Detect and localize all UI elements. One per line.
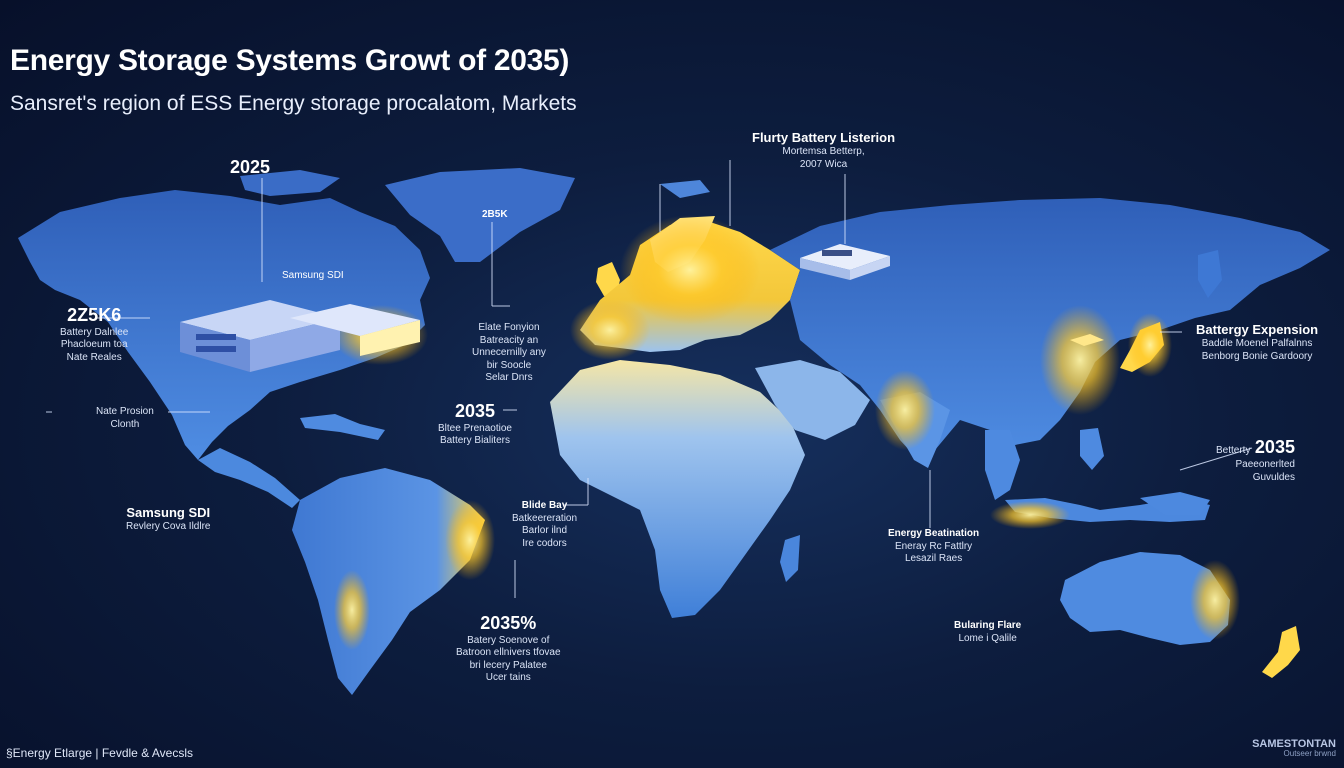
sakhalin-landmass — [1198, 250, 1222, 298]
footer-brand: SAMESTONTAN Outseer brwnd — [1252, 738, 1336, 759]
australia-callout: Bularing Flare Lome i Qalile — [954, 620, 1022, 644]
greenland-landmass — [385, 168, 575, 262]
atlantic-callout: Elate Fonyion Batreacity an Unnecernilly… — [472, 322, 546, 383]
footer-caption: §Energy Etlarge | Fevdle & Avecsls — [6, 746, 193, 760]
europe-glow — [620, 215, 760, 325]
east-asia-glow — [1040, 305, 1120, 415]
samsung-sdi-facility-icon — [180, 300, 420, 372]
new-zealand-landmass — [1262, 626, 1300, 678]
battery-unit-icon — [800, 244, 890, 280]
japan-glow — [1128, 313, 1172, 377]
mid-atlantic-callout: 2035 Bltee Prenaotioe Battery Bialiters — [438, 401, 512, 446]
west-africa-callout: Blide Bay Batkeereration Barlor ilnd Ire… — [512, 500, 578, 549]
india-ocean-callout: Energy Beatination Eneray Rc Fattlry Les… — [888, 528, 980, 564]
chile-glow — [334, 570, 370, 650]
australia-landmass — [1060, 552, 1230, 645]
indonesia-glow — [990, 501, 1070, 529]
greenland-value-label: 2B5K — [482, 209, 508, 220]
page-subtitle: Sansret's region of ESS Energy storage p… — [10, 92, 577, 115]
asia-ess-station-icon — [1070, 334, 1104, 346]
page-title: Energy Storage Systems Growt of 2035) — [10, 44, 570, 77]
central-america-landmass — [198, 448, 300, 508]
na-site-callout: Nate Prosion Clonth — [96, 406, 154, 430]
india-glow — [875, 370, 935, 450]
na-year-label: 2025 — [230, 157, 271, 177]
africa-landmass — [550, 360, 805, 618]
brazil-glow — [445, 500, 495, 580]
sa-samsung-callout: Samsung SDI Revlery Cova Ildlre — [126, 505, 211, 533]
na-facility-label: Samsung SDI — [282, 270, 344, 281]
philippines-landmass — [1080, 428, 1104, 470]
middle-east-landmass — [755, 360, 870, 440]
australia-glow — [1190, 560, 1240, 640]
asia-callout: Battergy Expension Baddle Moenel Palfaln… — [1196, 322, 1319, 362]
southeast-asia-callout: Betterty 2035 Paeeonerlted Guvuldes — [1216, 437, 1295, 483]
caribbean-landmass — [300, 414, 385, 440]
europe-callout: Flurty Battery Listerion Mortemsa Better… — [752, 130, 896, 170]
south-atlantic-callout: 2035% Batery Soenove of Batroon ellniver… — [456, 613, 561, 683]
iceland-landmass — [660, 180, 710, 198]
madagascar-landmass — [780, 535, 800, 582]
iberia-glow — [570, 300, 650, 360]
callout-leader-lines — [46, 160, 1253, 598]
arctic-islands-landmass — [240, 170, 340, 196]
na-stat-callout: 2Z5K6 Battery Dalnlee Phacloeum toa Nate… — [60, 305, 129, 363]
indochina-landmass — [985, 430, 1020, 500]
new-guinea-landmass — [1140, 492, 1210, 515]
